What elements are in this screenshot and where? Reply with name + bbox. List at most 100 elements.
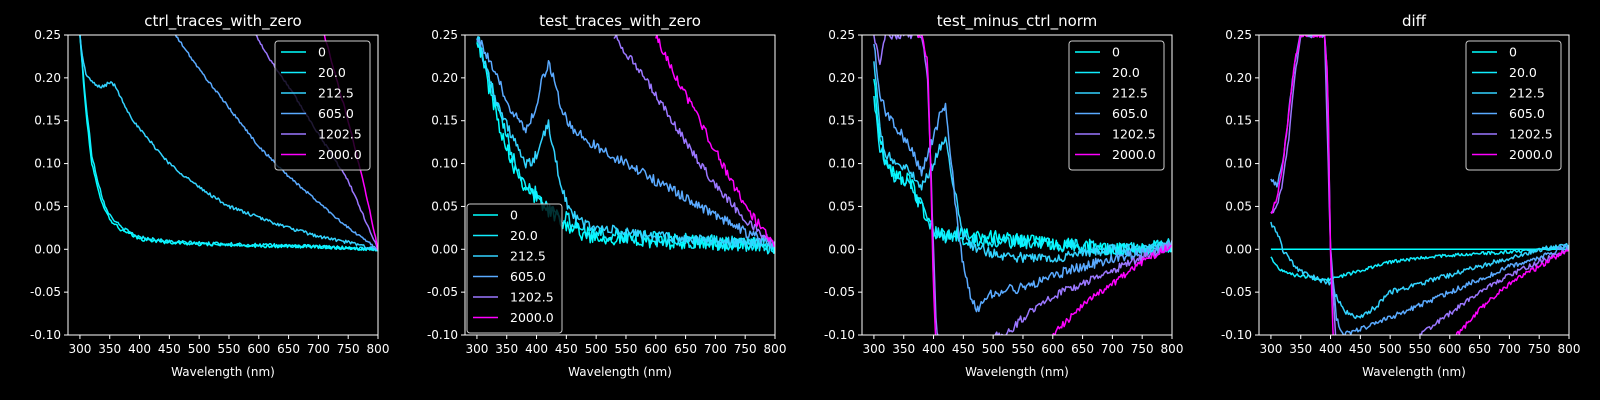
legend-label: 1202.5: [1509, 127, 1553, 142]
x-tick-label: 500: [1379, 342, 1402, 356]
series-line-212.5: [476, 35, 775, 250]
x-tick-label: 550: [1409, 342, 1432, 356]
y-tick-label: -0.05: [427, 285, 458, 299]
x-tick-label: 800: [764, 342, 787, 356]
series-line-0: [873, 78, 1172, 257]
x-tick-label: 700: [1101, 342, 1124, 356]
legend-label: 2000.0: [1509, 147, 1553, 162]
x-tick-label: 500: [982, 342, 1005, 356]
x-tick-label: 550: [218, 342, 241, 356]
x-tick-label: 400: [525, 342, 548, 356]
legend-label: 1202.5: [510, 290, 554, 305]
series-line-605.0: [873, 43, 1172, 313]
subplot-title: test_traces_with_zero: [539, 12, 701, 31]
legend-label: 0: [318, 45, 326, 60]
x-tick-label: 750: [1131, 342, 1154, 356]
x-tick-label: 650: [1468, 342, 1491, 356]
series-line-2000.0: [655, 35, 775, 247]
legend-label: 1202.5: [1112, 127, 1156, 142]
y-tick-label: -0.10: [1221, 328, 1252, 342]
legend-label: 605.0: [318, 106, 354, 121]
legend-label: 0: [510, 208, 518, 223]
x-axis-label: Wavelength (nm): [965, 365, 1069, 379]
legend-label: 2000.0: [318, 147, 362, 162]
y-tick-label: 0.25: [1225, 28, 1252, 42]
legend-label: 605.0: [1509, 106, 1545, 121]
subplot-ctrl-traces: ctrl_traces_with_zero Wavelength (nm): [144, 12, 301, 379]
x-tick-label: 450: [952, 342, 975, 356]
y-tick-label: 0.05: [828, 199, 855, 213]
legend-label: 212.5: [1112, 86, 1148, 101]
plot-area-3: 300 350 400 450 500 550 600 650 700 750 800 -0.10 -0…: [1221, 28, 1581, 356]
axes-frame: [1258, 34, 1570, 336]
y-tick-label: 0.15: [828, 114, 855, 128]
x-tick-label: 700: [1498, 342, 1521, 356]
y-tick-label: 0.25: [828, 28, 855, 42]
legend: 0 20.0 212.5 605.0 1202.5 2000.0: [466, 203, 563, 334]
legend: 0 20.0 212.5 605.0 1202.5 2000.0: [274, 40, 371, 171]
x-tick-label: 300: [862, 342, 885, 356]
y-tick-label: 0.05: [1225, 199, 1252, 213]
x-tick-label: 350: [1289, 342, 1312, 356]
y-tick-label: 0.25: [431, 28, 458, 42]
axes-frame: [861, 34, 1173, 336]
y-tick-label: -0.10: [30, 328, 61, 342]
legend-label: 0: [1112, 45, 1120, 60]
x-tick-label: 550: [615, 342, 638, 356]
y-tick-label: -0.05: [1221, 285, 1252, 299]
x-tick-label: 700: [704, 342, 727, 356]
x-tick-label: 600: [1041, 342, 1064, 356]
y-tick-label: 0.00: [431, 242, 458, 256]
subplot-title: diff: [1402, 12, 1427, 30]
x-tick-label: 800: [1558, 342, 1581, 356]
subplot-diff: diff Wavelength (nm): [1362, 12, 1466, 379]
x-tick-label: 300: [1259, 342, 1282, 356]
legend-label: 2000.0: [510, 310, 554, 325]
x-tick-label: 600: [247, 342, 270, 356]
legend-label: 605.0: [510, 269, 546, 284]
x-tick-label: 500: [188, 342, 211, 356]
x-tick-label: 750: [337, 342, 360, 356]
y-tick-label: -0.05: [824, 285, 855, 299]
series-group: [873, 35, 1172, 335]
y-tick-label: -0.10: [427, 328, 458, 342]
y-tick-label: 0.10: [1225, 157, 1252, 171]
y-tick-label: 0.00: [34, 242, 61, 256]
y-tick-label: 0.10: [828, 157, 855, 171]
legend-label: 2000.0: [1112, 147, 1156, 162]
subplot-title: ctrl_traces_with_zero: [144, 12, 301, 31]
y-tick-label: 0.15: [1225, 114, 1252, 128]
series-line-20.0: [1270, 245, 1569, 282]
x-tick-label: 400: [922, 342, 945, 356]
series-line-2000.0: [1270, 35, 1569, 335]
legend-label: 605.0: [1112, 106, 1148, 121]
legend-label: 20.0: [1112, 65, 1140, 80]
y-tick-label: 0.20: [34, 71, 61, 85]
x-axis-label: Wavelength (nm): [1362, 365, 1466, 379]
y-tick-label: 0.05: [34, 199, 61, 213]
x-tick-label: 650: [1071, 342, 1094, 356]
series-line-605.0: [1270, 35, 1569, 335]
y-tick-label: 0.00: [828, 242, 855, 256]
x-tick-label: 400: [128, 342, 151, 356]
subplot-test-minus-ctrl: test_minus_ctrl_norm Wavelength (nm): [937, 12, 1098, 379]
legend-label: 20.0: [510, 228, 538, 243]
y-tick-label: 0.15: [34, 114, 61, 128]
legend-label: 1202.5: [318, 127, 362, 142]
legend-label: 20.0: [1509, 65, 1537, 80]
series-line-212.5: [873, 61, 1172, 264]
plot-area-2: 300 350 400 450 500 550 600 650 700 750 800 -0.10 -0…: [824, 28, 1184, 356]
x-tick-label: 350: [98, 342, 121, 356]
plot-area-1: 300 350 400 450 500 550 600 650 700 750 800 -0.10 -0…: [427, 28, 787, 356]
legend-label: 20.0: [318, 65, 346, 80]
x-tick-label: 300: [465, 342, 488, 356]
y-tick-label: 0.15: [431, 114, 458, 128]
y-tick-label: 0.05: [431, 199, 458, 213]
x-tick-label: 500: [585, 342, 608, 356]
series-line-2000.0: [911, 35, 1172, 335]
series-line-20.0: [79, 35, 378, 252]
y-tick-label: 0.20: [431, 71, 458, 85]
y-tick-label: 0.10: [431, 157, 458, 171]
legend-label: 212.5: [510, 249, 546, 264]
series-line-212.5: [79, 35, 378, 251]
